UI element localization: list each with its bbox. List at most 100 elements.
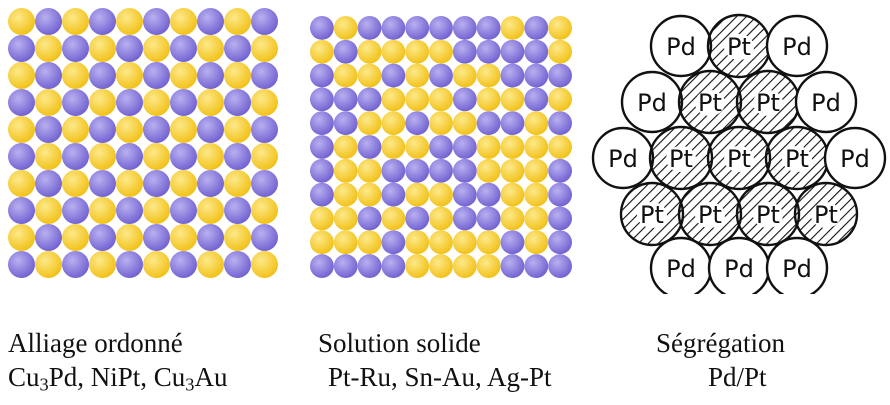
atom-yellow [452, 254, 477, 278]
atom-yellow [310, 206, 334, 231]
atom-yellow [170, 170, 197, 197]
atom-blue [116, 143, 143, 170]
atom-yellow [62, 116, 89, 143]
atom-blue [197, 8, 224, 35]
atom-yellow [476, 87, 501, 112]
atom-yellow [333, 230, 358, 255]
pt-label-backdrop [724, 34, 754, 60]
atom-yellow [524, 182, 549, 207]
atom-blue [357, 254, 382, 278]
pt-atom-label: Pt [814, 201, 838, 229]
ordered-alloy-panel [8, 8, 278, 278]
atom-yellow [197, 197, 224, 224]
pt-label-backdrop [637, 202, 667, 228]
atom-yellow [251, 35, 278, 62]
atom-blue [251, 8, 278, 35]
atom-yellow [405, 182, 430, 207]
atom-blue [143, 170, 170, 197]
pt-label-backdrop [724, 146, 754, 172]
atom-yellow [429, 39, 453, 64]
solid-solution-examples: Pt-Ru, Sn-Au, Ag-Pt [328, 362, 552, 392]
atom-yellow [452, 63, 477, 88]
atom-yellow [405, 135, 430, 159]
atom-blue [452, 135, 477, 159]
atom-blue [500, 39, 525, 64]
atom-yellow [429, 230, 453, 255]
atom-blue [224, 143, 251, 170]
atom-yellow [89, 197, 116, 224]
atom-yellow [116, 224, 143, 251]
solid-solution-title: Solution solide [318, 328, 481, 358]
atom-yellow [357, 39, 382, 64]
atom-yellow [429, 182, 453, 207]
atom-blue [429, 63, 453, 88]
atom-yellow [405, 39, 430, 64]
atom-blue [35, 8, 62, 35]
atom-yellow [35, 197, 62, 224]
atom-blue [89, 8, 116, 35]
atom-yellow [500, 182, 525, 207]
ordered-alloy-examples: Cu3Pd, NiPt, Cu3Au [8, 362, 228, 395]
atom-yellow [143, 143, 170, 170]
atom-yellow [429, 254, 453, 278]
atom-blue [8, 35, 35, 62]
atom-yellow [251, 251, 278, 278]
atom-yellow [405, 230, 430, 255]
atom-yellow [62, 8, 89, 35]
atom-blue [8, 251, 35, 278]
pt-atom-label: Pt [640, 201, 664, 229]
pt-label-backdrop [811, 202, 841, 228]
atom-blue [35, 170, 62, 197]
atom-blue [548, 182, 572, 207]
atom-yellow [548, 16, 572, 40]
atom-yellow [524, 158, 549, 183]
atom-blue [62, 143, 89, 170]
atom-blue [500, 111, 525, 136]
atom-yellow [548, 135, 572, 159]
atom-blue [251, 62, 278, 89]
atom-yellow [116, 8, 143, 35]
pt-label-backdrop [753, 202, 783, 228]
atom-blue [197, 62, 224, 89]
atom-blue [524, 39, 549, 64]
atom-yellow [405, 63, 430, 88]
atom-blue [405, 206, 430, 231]
atom-blue [116, 197, 143, 224]
solid-solution-panel [310, 16, 572, 278]
pd-atom-label: Pd [608, 145, 638, 173]
atom-yellow [500, 206, 525, 231]
pd-atom-label: Pd [840, 145, 870, 173]
pt-atom-label: Pt [756, 201, 780, 229]
atom-yellow [89, 35, 116, 62]
atom-blue [89, 116, 116, 143]
atom-yellow [452, 230, 477, 255]
atom-yellow [143, 197, 170, 224]
atom-blue [310, 87, 334, 112]
atom-yellow [89, 89, 116, 116]
atom-blue [170, 35, 197, 62]
pt-atom-label: Pt [669, 145, 693, 173]
atom-yellow [381, 206, 406, 231]
atom-blue [62, 251, 89, 278]
atom-blue [476, 206, 501, 231]
atom-yellow [333, 135, 358, 159]
atom-blue [405, 16, 430, 40]
atom-yellow [476, 135, 501, 159]
atom-yellow [500, 158, 525, 183]
atom-yellow [429, 111, 453, 136]
pt-label-backdrop [695, 202, 725, 228]
atom-yellow [35, 89, 62, 116]
atom-blue [170, 143, 197, 170]
atom-yellow [251, 89, 278, 116]
atom-blue [381, 63, 406, 88]
ordered-alloy-caption: Alliage ordonné Cu3Pd, NiPt, Cu3Au [8, 326, 227, 394]
pd-atom [823, 126, 887, 190]
atom-blue [251, 116, 278, 143]
atom-yellow [357, 63, 382, 88]
atom-blue [548, 206, 572, 231]
atom-blue [143, 116, 170, 143]
atom-yellow [357, 182, 382, 207]
atom-blue [224, 35, 251, 62]
segregation-caption: Ségrégation Pd/Pt [656, 326, 785, 394]
atom-yellow [116, 62, 143, 89]
